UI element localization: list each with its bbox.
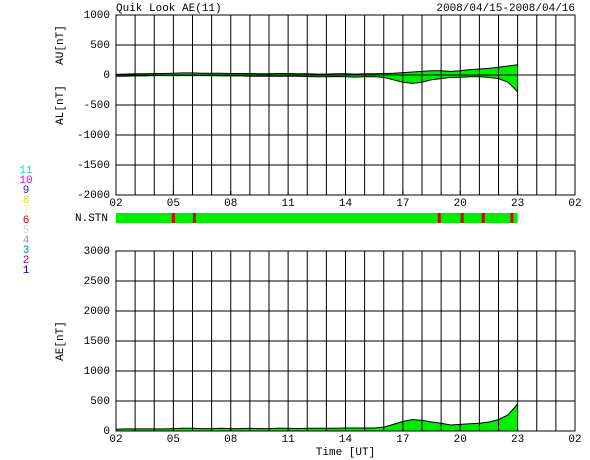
x-tick-label: 02 — [109, 434, 122, 446]
x-tick-label: 08 — [224, 434, 237, 446]
x-tick-label: 11 — [282, 434, 296, 446]
x-tick-label: 14 — [339, 434, 353, 446]
legend-label: 7 — [23, 205, 30, 217]
area-fill — [116, 64, 518, 75]
y-tick-label: 1000 — [84, 10, 110, 22]
area-line — [115, 403, 518, 430]
station-mark — [171, 213, 175, 223]
y-tick-label: -1000 — [77, 130, 110, 142]
x-tick-label: 20 — [454, 198, 467, 210]
legend-label: 9 — [23, 185, 30, 197]
y-tick-label: 2000 — [84, 306, 110, 318]
x-tick-label: 17 — [396, 198, 409, 210]
station-mark — [460, 213, 464, 223]
y-tick-label: 0 — [103, 426, 110, 438]
station-label: N.STN — [75, 213, 108, 225]
x-tick-label: 02 — [568, 434, 581, 446]
x-axis-label: Time [UT] — [316, 447, 375, 459]
area-fill — [116, 75, 518, 92]
date-range: 2008/04/15-2008/04/16 — [436, 3, 575, 15]
x-tick-label: 23 — [511, 434, 524, 446]
area-line — [115, 64, 518, 75]
y-tick-label: 500 — [90, 40, 110, 52]
x-tick-label: 02 — [109, 198, 122, 210]
station-mark — [481, 213, 485, 223]
station-mark — [437, 213, 441, 223]
x-tick-label: 23 — [511, 198, 524, 210]
y-axis-label: AE[nT] — [55, 321, 67, 361]
x-tick-label: 05 — [167, 434, 180, 446]
legend-label: 11 — [19, 165, 33, 177]
plot-frame — [115, 250, 576, 432]
y-axis-label: AL[nT] — [55, 85, 67, 125]
area-fill — [116, 404, 518, 431]
legend-label: 1 — [23, 265, 30, 277]
y-tick-label: 500 — [90, 396, 110, 408]
y-tick-label: -2000 — [77, 190, 110, 202]
y-tick-label: 1500 — [84, 336, 110, 348]
y-tick-label: -1500 — [77, 160, 110, 172]
y-tick-label: -500 — [84, 100, 110, 112]
y-axis-label: AU[nT] — [55, 25, 67, 65]
x-tick-label: 02 — [568, 198, 581, 210]
y-tick-label: 1000 — [84, 366, 110, 378]
legend-label: 6 — [23, 215, 30, 227]
x-tick-label: 14 — [339, 198, 353, 210]
x-tick-label: 20 — [454, 434, 467, 446]
legend-label: 3 — [23, 245, 30, 257]
station-mark — [510, 213, 514, 223]
station-bar — [116, 213, 518, 223]
y-tick-label: 3000 — [84, 246, 110, 258]
plot-frame — [115, 14, 576, 196]
chart-title: Quik Look AE(11) — [116, 3, 222, 15]
legend-label: 10 — [19, 175, 32, 187]
x-tick-label: 17 — [396, 434, 409, 446]
station-mark — [192, 213, 196, 223]
x-tick-label: 05 — [167, 198, 180, 210]
x-tick-label: 08 — [224, 198, 237, 210]
area-line — [116, 75, 518, 93]
y-tick-label: 2500 — [84, 276, 110, 288]
x-tick-label: 11 — [282, 198, 296, 210]
legend-label: 4 — [23, 235, 30, 247]
legend-label: 2 — [23, 255, 30, 267]
legend-label: 8 — [23, 195, 30, 207]
legend-label: 5 — [23, 225, 30, 237]
y-tick-label: 0 — [103, 70, 110, 82]
